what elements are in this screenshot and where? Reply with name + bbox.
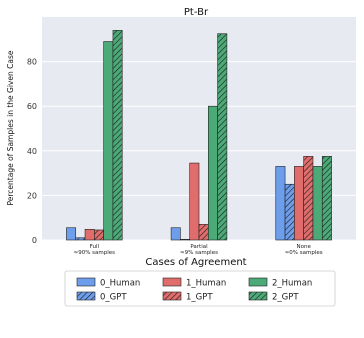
x-tick-sublabel: ≈0% samples [285,250,323,256]
bar-2-human-full [103,41,114,241]
bar-2-gpt-none [321,156,332,241]
y-tick-label: 0 [32,236,37,245]
legend-swatch [162,277,182,287]
legend-swatch [248,291,268,301]
bar-2-gpt-full [112,30,123,241]
legend-label: 2_GPT [272,293,299,303]
legend-swatch [76,277,96,287]
legend-label: 1_Human [186,279,226,289]
y-tick-label: 60 [27,102,37,111]
y-tick-label: 80 [27,58,37,67]
legend-swatch [248,277,268,287]
legend-box [64,270,336,307]
x-axis-label: Cases of Agreement [145,257,246,268]
bar-0-human-partial [170,227,181,241]
bar-0-human-full [66,227,77,241]
bar-0-gpt-none [284,183,295,241]
bars [66,30,332,241]
x-tick-label: Partial [190,244,208,250]
y-axis-label: Percentage of Samples in the Given Case [6,50,15,205]
legend: 0_Human 0_GPT 1_Human 1_GPT 2_Human 2_GPT [64,270,336,307]
legend-label: 1_GPT [186,293,213,303]
chart-title: Pt-Br [184,7,209,18]
y-axis-ticks: 0 20 40 60 80 [27,58,37,245]
legend-label: 2_Human [272,279,312,289]
bar-1-human-full [84,228,95,241]
bar-0-gpt-full [75,237,86,241]
bar-1-human-none [294,166,304,241]
y-tick-label: 20 [27,191,37,200]
x-axis-ticks: Full≈90% samples Partial≈9% samples None≈0… [74,244,323,256]
bar-0-gpt-partial [180,239,190,241]
legend-label: 0_Human [100,279,140,289]
x-tick-sublabel: ≈90% samples [74,250,116,256]
bar-1-gpt-full [94,229,104,241]
bar-1-gpt-partial [198,224,209,241]
x-tick-label: None [296,244,311,250]
bar-0-human-none [275,166,286,241]
legend-label: 0_GPT [100,293,127,303]
y-tick-label: 40 [27,147,37,156]
bar-2-gpt-partial [217,33,228,241]
bar-2-human-partial [208,105,218,241]
x-tick-label: Full [90,244,100,250]
bar-2-human-none [312,166,323,241]
bar-1-human-partial [189,162,200,241]
legend-swatch [76,291,96,301]
x-tick-sublabel: ≈9% samples [180,250,218,256]
bar-1-gpt-none [303,156,314,241]
legend-swatch [162,291,182,301]
